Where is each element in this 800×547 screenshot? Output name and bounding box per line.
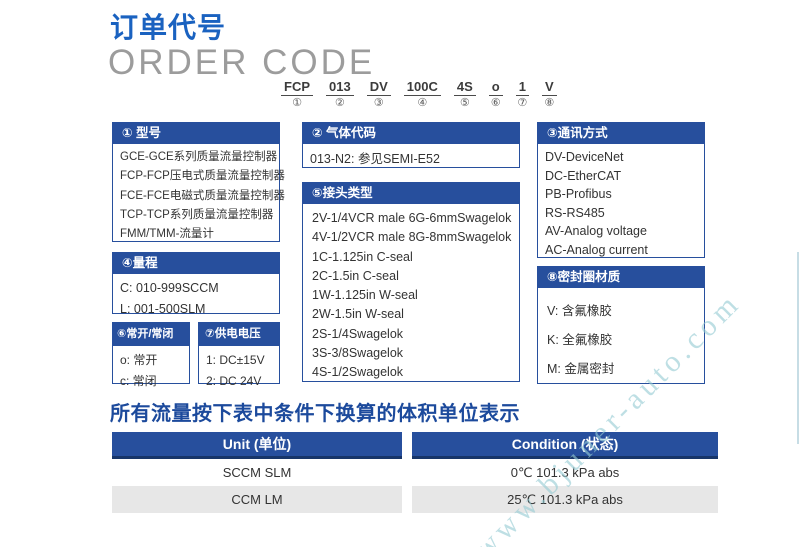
model-option: FCP-FCP压电式质量流量控制器 [120,170,285,183]
page-title-english: ORDER CODE [108,43,376,82]
code-segment: 4S ⑤ [453,79,476,109]
order-code-breakdown: FCP ① 013 ② DV ③ 100C ④ 4S ⑤ o ⑥ 1 ⑦ V ⑧ [281,79,557,109]
connector-option: 1W-1.125in W-seal [312,288,418,303]
spec-box-range-title: ④量程 [113,253,279,274]
code-segment-value: 4S [453,79,476,96]
code-segment: DV ③ [366,79,391,109]
table-cell: 25℃ 101.3 kPa abs [412,486,718,513]
model-option: FMM/TMM-流量计 [120,228,214,241]
code-segment-index: ⑤ [459,97,470,109]
model-option: GCE-GCE系列质量流量控制器 [120,151,278,163]
communication-option: RS-RS485 [545,205,605,220]
code-segment: 013 ② [326,79,354,109]
spec-box-seal-material: ⑧密封圈材质 V: 含氟橡胶 K: 全氟橡胶 M: 金属密封 [537,266,705,384]
spec-box-supply-voltage: ⑦供电电压 1: DC±15V 2: DC 24V [198,322,280,388]
spec-box-connector-type-title: ⑤接头类型 [303,183,519,204]
code-segment-value: o [488,79,503,96]
seal-option: V: 含氟橡胶 [547,304,612,318]
table-cell: SCCM SLM [222,465,292,480]
spec-box-gas-code: ② 气体代码 013-N2: 参见SEMI-E52 [302,122,520,168]
voltage-option: 2: DC 24V [206,373,262,388]
spec-box-connector-type: ⑤接头类型 2V-1/4VCR male 6G-6mmSwagelok 4V-1/… [302,182,520,382]
model-option: TCP-TCP系列质量流量控制器 [120,208,274,221]
connector-option: 1C-1.125in C-seal [312,249,413,264]
condition-column: Condition (状态) 0℃ 101.3 kPa abs 25℃ 101.… [412,432,718,513]
spec-box-model-title: ① 型号 [113,123,279,144]
open-close-option: c: 常闭 [120,373,157,388]
seal-option: K: 全氟橡胶 [547,333,613,347]
connector-option: 2S-1/4Swagelok [312,326,404,341]
communication-option: PB-Profibus [545,187,612,202]
code-segment-value: FCP [281,79,313,96]
flow-conversion-note: 所有流量按下表中条件下换算的体积单位表示 [110,403,520,425]
code-segment-value: V [541,79,557,96]
table-cell: 0℃ 101.3 kPa abs [510,465,620,480]
connector-option: 4S-1/2Swagelok [312,365,404,380]
spec-box-supply-voltage-title: ⑦供电电压 [199,323,279,346]
communication-option: AV-Analog voltage [545,224,647,239]
spec-box-communication: ③通讯方式 DV-DeviceNet DC-EtherCAT PB-Profibus… [537,122,705,258]
connector-option: 4V-1/2VCR male 8G-8mmSwagelok [312,230,512,245]
code-segment-index: ⑦ [517,97,528,109]
open-close-option: o: 常开 [120,353,158,367]
spec-box-model: ① 型号 GCE-GCE系列质量流量控制器 FCP-FCP压电式质量流量控制器 FC… [112,122,285,242]
code-segment-index: ④ [417,97,428,109]
spec-box-open-close: ⑥常开/常闭 o: 常开 c: 常闭 [112,322,190,388]
unit-condition-table: Unit (单位) SCCM SLM CCM LM Condition (状态)… [112,432,718,513]
model-option: FCE-FCE电磁式质量流量控制器 [120,189,285,202]
table-cell: CCM LM [112,486,402,513]
code-segment-value: 1 [515,79,529,96]
code-segment-index: ⑧ [544,97,555,109]
spec-box-gas-code-title: ② 气体代码 [303,123,519,144]
spec-box-range: ④量程 C: 010-999SCCM L: 001-500SLM [112,252,280,316]
range-option: C: 010-999SCCM [120,281,219,295]
voltage-option: 1: DC±15V [206,353,265,367]
spec-box-seal-material-title: ⑧密封圈材质 [538,267,704,288]
communication-option: AC-Analog current [545,242,648,257]
page-title-chinese: 订单代号 [110,12,227,43]
seal-option: M: 金属密封 [547,362,615,376]
connector-option: 2V-1/4VCR male 6G-6mmSwagelok [312,211,512,225]
code-segment-value: 100C [403,79,441,96]
unit-column-header: Unit (单位) [112,432,402,459]
communication-option: DC-EtherCAT [545,168,622,183]
gas-code-option: 013-N2: 参见SEMI-E52 [310,152,440,166]
code-segment-value: DV [366,79,391,96]
code-segment: FCP ① [281,79,313,109]
spec-box-open-close-title: ⑥常开/常闭 [113,323,189,346]
code-segment-index: ① [292,97,302,109]
code-segment-index: ② [334,97,345,109]
code-segment-index: ⑥ [490,97,501,109]
range-option: L: 001-500SLM [120,301,206,316]
connector-option: 2W-1.5in W-seal [312,307,404,322]
page-edge-artifact [797,252,799,444]
condition-column-header: Condition (状态) [412,432,718,459]
code-segment-index: ③ [373,97,384,109]
unit-column: Unit (单位) SCCM SLM CCM LM [112,432,402,513]
spec-box-communication-title: ③通讯方式 [538,123,704,144]
code-segment-value: 013 [326,79,354,96]
communication-option: DV-DeviceNet [545,150,624,164]
connector-option: 2C-1.5in C-seal [312,268,399,283]
code-segment: 100C ④ [403,79,441,109]
connector-option: 3S-3/8Swagelok [312,346,404,361]
